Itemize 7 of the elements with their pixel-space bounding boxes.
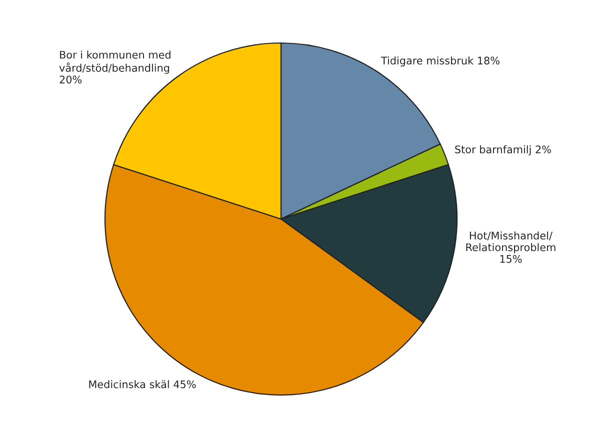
slice-label: Bor i kommunen med vård/stöd/behandling	[59, 50, 170, 74]
slice-label: Tidigare missbruk 18%	[380, 56, 500, 67]
data-label: 15%	[500, 254, 522, 263]
slice-label: Stor barnfamilj 2%	[455, 145, 551, 156]
slice-label: Hot/Misshandel/ Relationsproblem	[466, 231, 556, 254]
slice-label: Medicinska skäl 45%	[89, 380, 196, 388]
data-label: 20%	[60, 76, 82, 84]
